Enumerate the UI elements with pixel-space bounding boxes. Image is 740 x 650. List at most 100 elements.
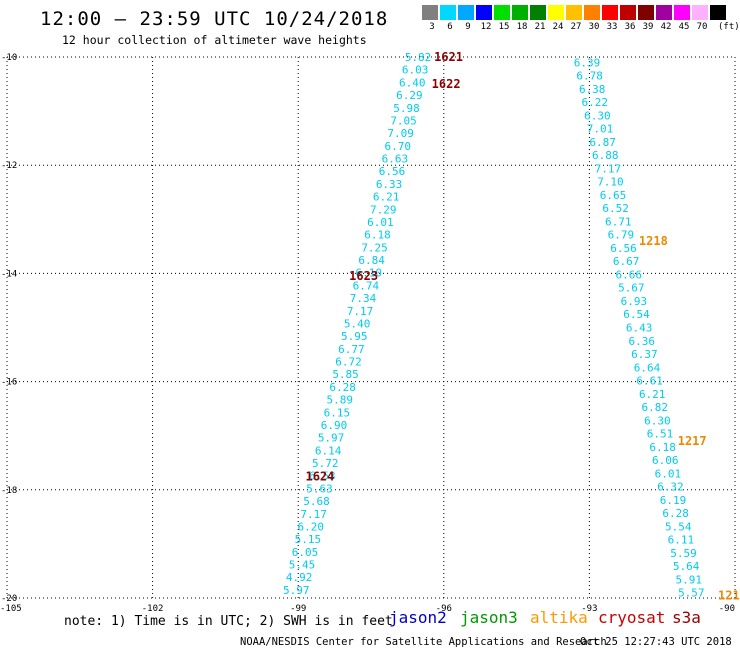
wave-height-value: 6.74: [353, 279, 380, 292]
scale-label: 21: [534, 22, 546, 32]
wave-height-value: 6.82: [642, 401, 669, 414]
wave-height-value: 5.63: [306, 482, 333, 495]
pass-time-label: 1218: [639, 234, 668, 248]
y-tick-label: -10: [1, 53, 17, 63]
wave-height-value: 6.14: [315, 444, 342, 457]
pass-time-label: 1217: [678, 434, 707, 448]
scale-label: 39: [642, 22, 654, 32]
wave-height-value: 5.98: [393, 102, 420, 115]
scale-unit: (ft): [718, 22, 740, 32]
wave-height-value: 4.92: [286, 571, 313, 584]
wave-height-value: 7.34: [350, 292, 377, 305]
wave-height-value: 6.84: [358, 254, 385, 267]
scale-swatch: [638, 5, 654, 20]
scale-swatch: [458, 5, 474, 20]
wave-height-value: 6.15: [324, 406, 351, 419]
pass-time-label: 1622: [432, 77, 461, 91]
scale-label: 30: [588, 22, 600, 32]
wave-height-value: 7.17: [595, 162, 622, 175]
wave-height-value: 7.25: [361, 241, 388, 254]
y-tick-label: -14: [1, 269, 17, 279]
wave-height-value: 6.70: [385, 140, 412, 153]
chart-title: 12:00 – 23:59 UTC 10/24/2018: [40, 8, 389, 30]
wave-height-value: 5.85: [332, 368, 359, 381]
wave-height-value: 6.38: [579, 83, 606, 96]
scale-swatch: [530, 5, 546, 20]
wave-height-value: 7.10: [597, 176, 624, 189]
wave-height-value: 7.17: [300, 508, 327, 521]
scale-swatch: [548, 5, 564, 20]
scale-swatch: [422, 5, 438, 20]
wave-height-value: 6.39: [574, 56, 601, 69]
scale-label: 42: [660, 22, 672, 32]
scale-label: 24: [552, 22, 564, 32]
scale-label: 70: [696, 22, 708, 32]
wave-height-value: 6.06: [652, 454, 679, 467]
wave-height-value: 6.66: [615, 268, 642, 281]
scale-swatch: [494, 5, 510, 20]
scale-label: 12: [480, 22, 492, 32]
y-tick-label: -20: [1, 594, 17, 604]
scale-swatch: [602, 5, 618, 20]
wave-height-value: 6.43: [626, 322, 653, 335]
wave-height-value: 6.37: [631, 348, 658, 361]
wave-height-value: 6.22: [582, 96, 609, 109]
wave-height-value: 6.20: [298, 520, 325, 533]
wave-height-value: 5.95: [341, 330, 368, 343]
wave-height-value: 6.10: [356, 267, 383, 280]
wave-height-value: 5.68: [303, 495, 330, 508]
wave-height-value: 6.21: [373, 191, 400, 204]
x-tick-label: -96: [436, 604, 452, 614]
wave-height-value: 6.28: [329, 381, 356, 394]
pass-time-label: 1623: [349, 269, 378, 283]
wave-height-value: 5.72: [312, 457, 339, 470]
wave-height-value: 6.72: [335, 356, 362, 369]
wave-height-value: 6.32: [657, 481, 684, 494]
wave-height-value: 5.40: [344, 317, 371, 330]
wave-height-value: 5.97: [283, 584, 310, 597]
satellite-jason2: jason2: [389, 608, 447, 627]
wave-height-value: 6.01: [367, 216, 394, 229]
scale-label: 45: [678, 22, 690, 32]
satellite-altika: altika: [530, 608, 588, 627]
wave-height-value: 5.67: [618, 282, 645, 295]
wave-height-value: 6.29: [396, 89, 423, 102]
satellite-jason3: jason3: [460, 608, 518, 627]
wave-height-value: 7.01: [587, 123, 614, 136]
wave-height-value: 6.61: [636, 375, 663, 388]
wave-height-value: 6.01: [655, 467, 682, 480]
scale-swatch: [674, 5, 690, 20]
pass-time-label: 1216: [718, 588, 740, 602]
scale-label: 18: [516, 22, 528, 32]
wave-height-value: 6.52: [602, 202, 629, 215]
wave-height-value: 5.91: [675, 573, 702, 586]
wave-height-value: 6.21: [639, 388, 666, 401]
wave-height-value: 6.53: [309, 470, 336, 483]
y-tick-label: -16: [1, 378, 17, 388]
wave-height-value: 6.05: [292, 546, 319, 559]
scale-label: 36: [624, 22, 636, 32]
satellite-cryosat: cryosat: [598, 608, 666, 627]
wave-height-value: 7.05: [390, 114, 417, 127]
chart-subtitle: 12 hour collection of altimeter wave hei…: [62, 33, 367, 47]
scale-label: 33: [606, 22, 618, 32]
scale-swatch: [566, 5, 582, 20]
wave-height-value: 6.18: [364, 229, 391, 242]
scale-label: 9: [465, 22, 471, 32]
scale-swatch: [584, 5, 600, 20]
wave-height-value: 5.45: [289, 559, 316, 572]
wave-height-value: 6.30: [584, 109, 611, 122]
x-tick-label: -99: [290, 604, 306, 614]
wave-height-value: 5.82: [405, 51, 432, 64]
wave-height-value: 6.88: [592, 149, 619, 162]
wave-height-value: 6.93: [621, 295, 648, 308]
scale-swatch: [620, 5, 636, 20]
footer-credit: NOAA/NESDIS Center for Satellite Applica…: [240, 636, 607, 648]
satellite-s3a: s3a: [672, 608, 701, 627]
wave-height-value: 5.15: [295, 533, 322, 546]
wave-height-value: 6.56: [610, 242, 637, 255]
wave-height-value: 6.30: [644, 414, 671, 427]
scale-swatch: [440, 5, 456, 20]
wave-height-value: 6.64: [634, 361, 661, 374]
